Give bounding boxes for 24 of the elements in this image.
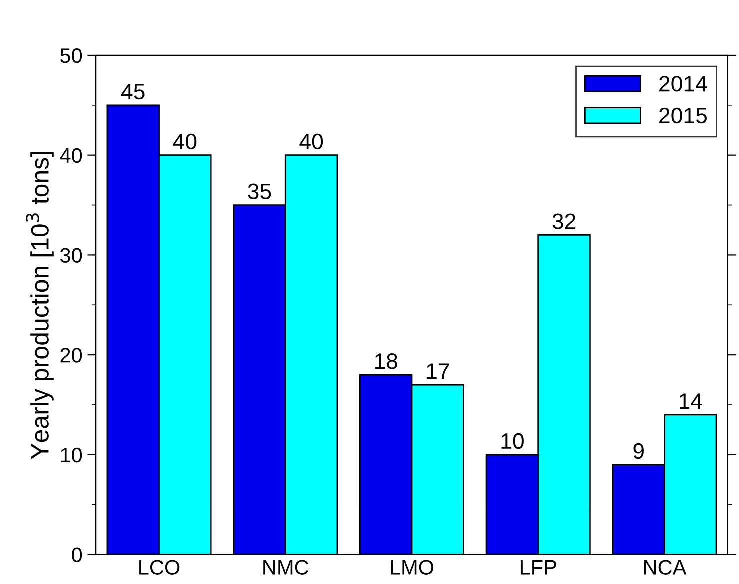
y-tick-label: 30 (60, 248, 82, 263)
x-tick-label: NCA (644, 560, 687, 575)
data-label: 40 (300, 134, 324, 150)
x-tick-label: LMO (391, 560, 434, 575)
data-label: 35 (248, 184, 272, 200)
data-label: 10 (502, 433, 524, 450)
legend-label: 2014 (660, 76, 708, 92)
data-label: 14 (680, 394, 702, 409)
legend-label: 2015 (660, 108, 707, 124)
data-label: 18 (375, 354, 398, 370)
data-label: 9 (634, 443, 644, 460)
data-label: 40 (173, 134, 197, 150)
data-label: 17 (427, 364, 450, 380)
y-tick-label: 40 (60, 148, 82, 164)
data-label: 32 (552, 214, 576, 230)
y-axis-title: Yearly production [10$^{3}$ tons] (26, 152, 54, 460)
x-tick-label: LCO (140, 560, 180, 575)
y-tick-label: 20 (60, 348, 82, 363)
y-tick-label: 50 (60, 48, 82, 64)
x-tick-label: LFP (520, 560, 556, 575)
y-tick-label: 10 (61, 448, 82, 463)
x-tick-label: NMC (264, 560, 309, 575)
data-label: 45 (122, 84, 145, 100)
y-tick-label: 0 (72, 548, 82, 563)
